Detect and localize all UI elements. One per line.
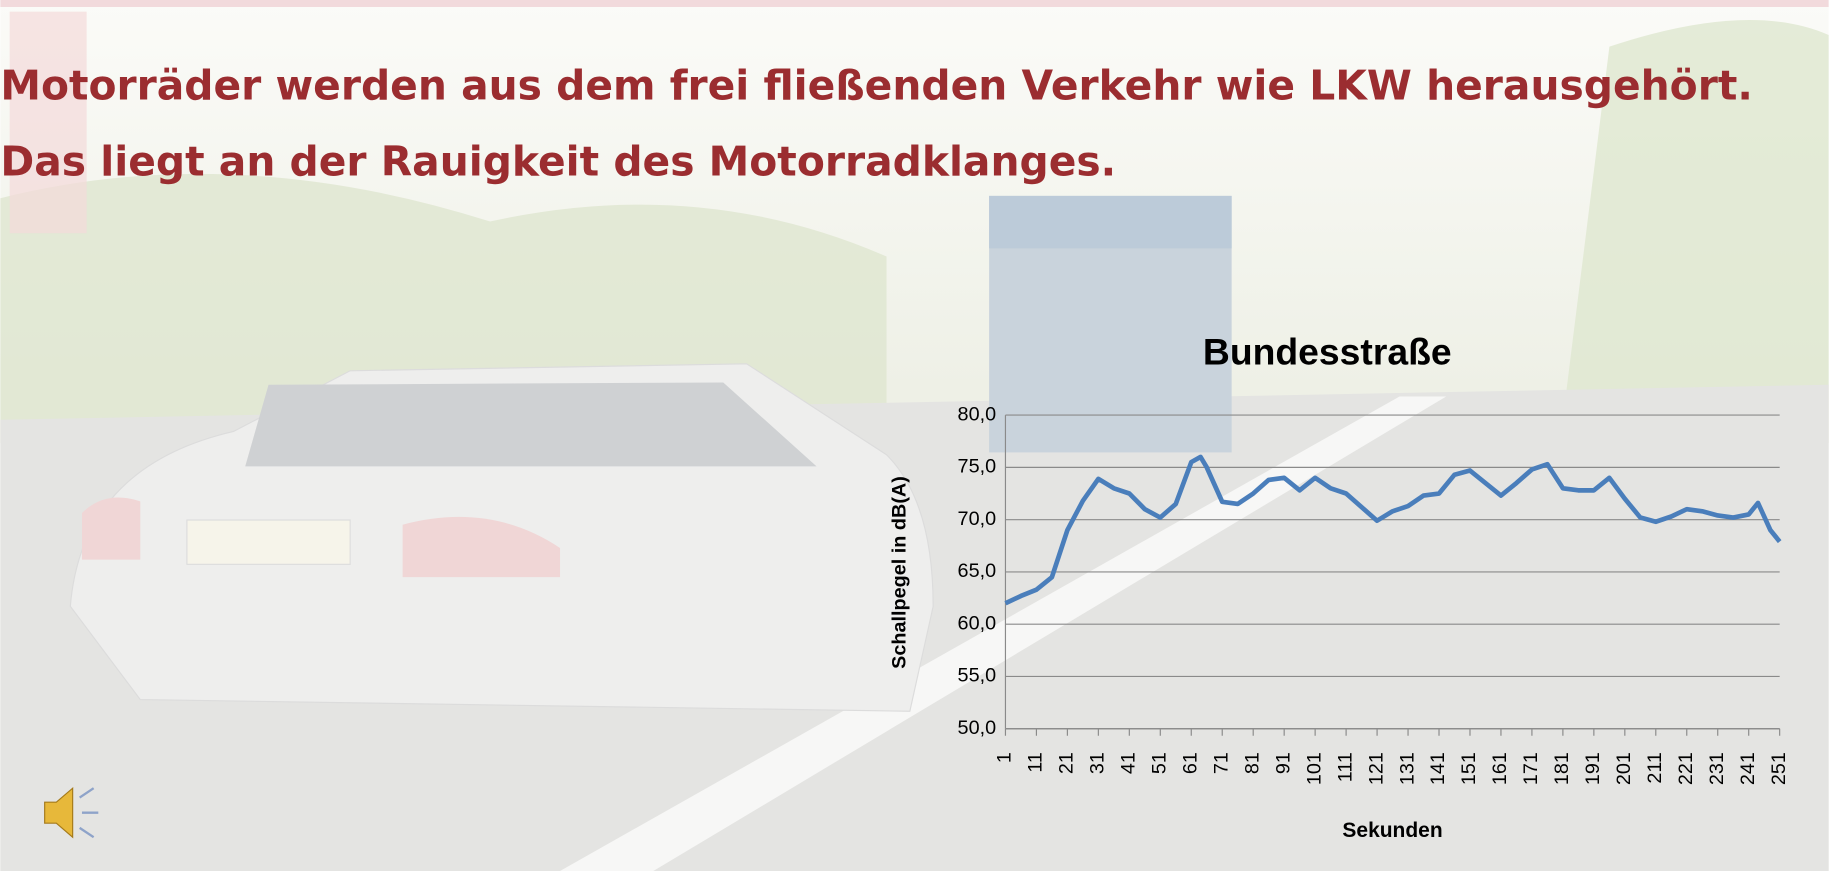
y-tick-label: 70,0: [958, 508, 997, 530]
x-tick-label: 51: [1149, 752, 1171, 774]
y-tick-label: 55,0: [958, 665, 997, 687]
x-tick-label: 71: [1210, 752, 1232, 774]
x-tick-label: 121: [1365, 752, 1387, 785]
x-tick-label: 41: [1118, 752, 1140, 774]
x-tick-label: 201: [1613, 752, 1635, 785]
x-tick-label: 231: [1706, 752, 1728, 785]
x-tick-label: 211: [1644, 752, 1666, 784]
x-tick-label: 171: [1520, 752, 1542, 785]
y-tick-label: 75,0: [958, 456, 997, 478]
x-tick-label: 251: [1768, 752, 1790, 785]
x-tick-label: 221: [1675, 752, 1697, 785]
x-tick-label: 181: [1551, 752, 1573, 785]
y-axis-label: Schallpegel in dB(A): [889, 476, 911, 669]
x-tick-label: 11: [1025, 752, 1047, 773]
x-tick-label: 111: [1334, 752, 1356, 782]
x-tick-label: 21: [1056, 752, 1078, 774]
y-tick-label: 50,0: [958, 717, 997, 739]
x-tick-label: 241: [1737, 752, 1759, 785]
data-line: [1004, 454, 1782, 606]
x-tick-label: 191: [1582, 752, 1604, 785]
y-tick-label: 80,0: [958, 403, 997, 425]
x-tick-label: 91: [1272, 752, 1294, 774]
x-tick-label: 101: [1303, 752, 1325, 785]
x-tick-label: 31: [1087, 752, 1109, 774]
x-tick-label: 131: [1396, 752, 1418, 785]
slide-title-line: Motorräder werden aus dem frei fließende…: [0, 62, 1752, 110]
x-tick-label: 81: [1241, 752, 1263, 774]
x-tick-label: 61: [1179, 752, 1201, 774]
slide-title-line: Das liegt an der Rauigkeit des Motorradk…: [0, 137, 1116, 185]
x-tick-label: 151: [1458, 752, 1480, 785]
speaker-icon[interactable]: [44, 786, 99, 839]
chart-title: Bundesstraße: [1203, 330, 1452, 372]
y-tick-label: 65,0: [958, 560, 997, 582]
x-tick-label: 161: [1489, 752, 1511, 785]
y-tick-label: 60,0: [958, 612, 997, 634]
x-tick-label: 1: [994, 752, 1016, 763]
x-tick-label: 141: [1427, 752, 1449, 785]
x-axis-label: Sekunden: [1342, 819, 1442, 842]
